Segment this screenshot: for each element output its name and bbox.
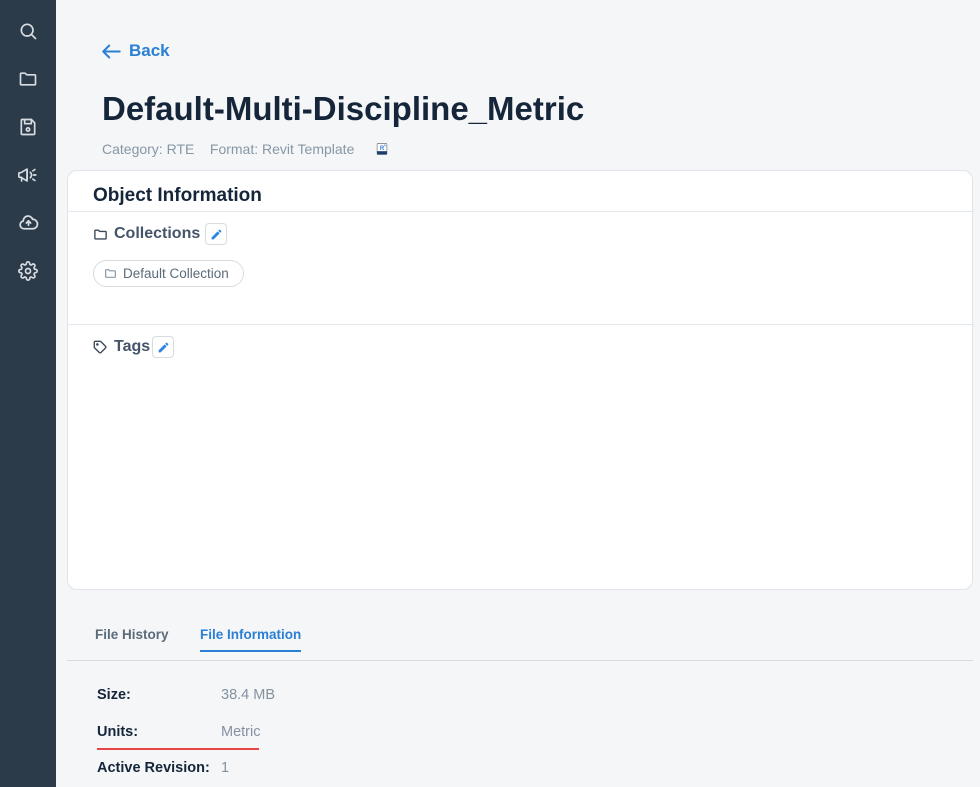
- svg-text:R: R: [380, 146, 385, 152]
